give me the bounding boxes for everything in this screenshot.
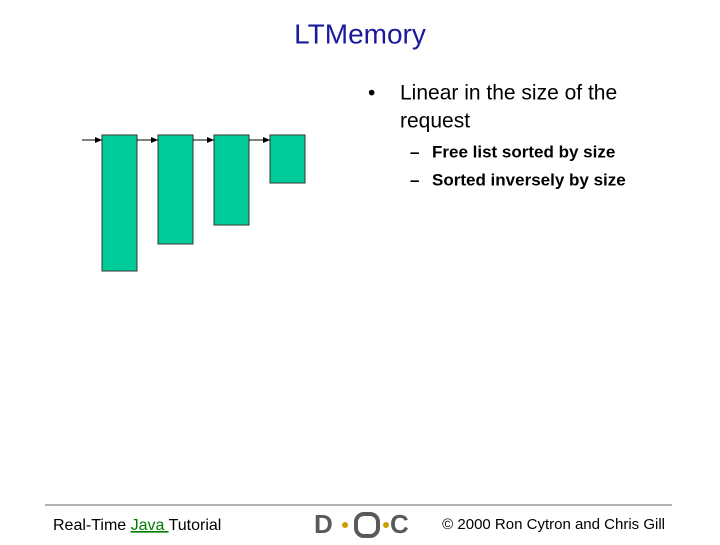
logo-dot xyxy=(342,522,348,528)
memory-block xyxy=(213,134,250,226)
bullet-marker: • xyxy=(368,82,375,105)
footer-link[interactable]: Java xyxy=(131,517,169,534)
logo-o xyxy=(354,512,380,538)
footer-part: Real-Time xyxy=(53,517,131,534)
slide-title: LTMemory xyxy=(294,18,426,49)
footer-part: Tutorial xyxy=(169,517,222,534)
memory-block xyxy=(269,134,306,184)
sub-bullet-text: Free list sorted by size xyxy=(432,142,615,161)
footer-copyright: © 2000 Ron Cytron and Chris Gill xyxy=(442,516,665,533)
doc-logo: D C xyxy=(314,509,409,539)
logo-dot xyxy=(383,522,389,528)
free-list-diagram xyxy=(82,134,306,272)
bullet-text: request xyxy=(400,110,470,133)
memory-block xyxy=(157,134,194,245)
memory-block xyxy=(101,134,138,272)
bullet-text: Linear in the size of the xyxy=(400,82,617,105)
footer-text: Real-Time Java Tutorial xyxy=(53,517,221,534)
sub-bullet-marker: – xyxy=(410,170,419,189)
sub-bullet-text: Sorted inversely by size xyxy=(432,170,626,189)
sub-bullet-marker: – xyxy=(410,142,419,161)
logo-letter: C xyxy=(390,509,409,539)
logo-letter: D xyxy=(314,509,333,539)
